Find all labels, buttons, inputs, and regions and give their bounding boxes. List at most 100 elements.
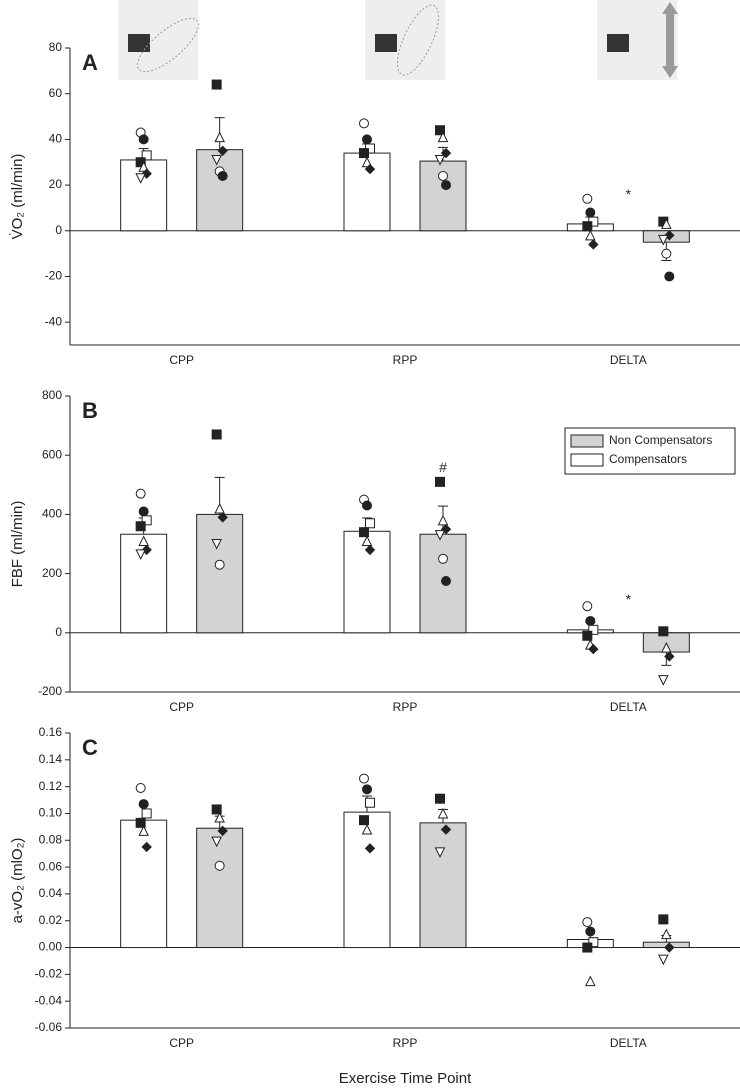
data-point xyxy=(138,134,149,145)
data-point xyxy=(141,150,152,161)
data-point xyxy=(435,125,445,136)
data-point xyxy=(434,847,446,858)
bar xyxy=(196,827,244,949)
y-tick-label: 40 xyxy=(49,132,63,146)
y-tick-label: 0.14 xyxy=(39,752,63,766)
data-point xyxy=(582,221,593,232)
data-point xyxy=(434,530,446,541)
data-point xyxy=(365,797,375,808)
x-tick-label: RPP xyxy=(393,1036,418,1050)
data-point xyxy=(214,502,225,514)
data-point xyxy=(664,271,675,282)
data-point xyxy=(359,815,369,826)
y-tick-label: -0.04 xyxy=(35,993,63,1007)
data-point xyxy=(211,79,222,90)
y-tick-label: -0.02 xyxy=(35,967,63,981)
y-tick-label: 0.08 xyxy=(39,832,63,846)
y-tick-label: -200 xyxy=(38,684,62,698)
data-point xyxy=(359,527,369,538)
arm-icons xyxy=(118,0,678,80)
data-point xyxy=(437,131,449,143)
data-point xyxy=(582,630,593,641)
x-tick-label: RPP xyxy=(393,353,418,367)
data-point xyxy=(661,218,672,229)
legend-swatch xyxy=(570,434,604,448)
data-point xyxy=(214,559,225,570)
y-tick-label: 0.04 xyxy=(39,886,63,900)
x-tick-label: DELTA xyxy=(610,1036,647,1050)
data-point xyxy=(141,808,152,819)
data-point xyxy=(135,157,146,168)
data-point xyxy=(658,954,669,966)
data-point xyxy=(658,626,669,637)
y-tick-label: 80 xyxy=(49,40,63,54)
y-tick-label: 400 xyxy=(42,507,62,521)
x-tick-label: CPP xyxy=(169,353,194,367)
x-tick-label: RPP xyxy=(393,700,418,714)
data-point xyxy=(359,148,369,159)
data-point xyxy=(582,193,593,204)
y-tick-label: 0.06 xyxy=(39,859,63,873)
y-tick-label: 0.10 xyxy=(39,806,63,820)
data-point xyxy=(359,118,369,129)
data-point xyxy=(141,515,152,526)
data-point xyxy=(658,675,669,686)
data-point xyxy=(211,836,222,848)
y-tick-label: 0.00 xyxy=(39,940,63,954)
data-point xyxy=(588,624,599,635)
y-axis-title: V̇O₂ (ml/min) xyxy=(9,154,26,240)
data-point xyxy=(661,641,672,653)
data-point xyxy=(585,229,596,241)
data-point xyxy=(585,615,596,626)
x-tick-label: CPP xyxy=(169,1036,194,1050)
data-point xyxy=(135,782,146,793)
data-point xyxy=(214,811,225,823)
x-tick-label: CPP xyxy=(169,700,194,714)
legend-swatch xyxy=(570,453,604,467)
y-tick-label: 800 xyxy=(42,388,62,402)
data-point xyxy=(217,170,228,181)
data-point xyxy=(438,553,448,564)
panel-label: A xyxy=(82,50,98,75)
data-point xyxy=(141,841,152,853)
data-point xyxy=(661,248,672,259)
data-point xyxy=(364,163,376,175)
x-tick-label: DELTA xyxy=(610,353,647,367)
data-point xyxy=(664,651,675,662)
y-tick-label: 0.02 xyxy=(39,913,63,927)
data-point xyxy=(361,823,373,835)
data-point xyxy=(585,975,596,987)
data-point xyxy=(588,239,599,250)
y-tick-label: -40 xyxy=(45,314,63,328)
data-point xyxy=(435,476,445,487)
data-point xyxy=(361,535,373,547)
data-point xyxy=(434,154,446,166)
y-tick-label: -0.06 xyxy=(35,1020,63,1034)
annotation: * xyxy=(626,186,632,202)
y-tick-label: 20 xyxy=(49,177,63,191)
data-point xyxy=(135,173,146,184)
data-point xyxy=(585,926,596,937)
bar xyxy=(343,811,391,949)
data-point xyxy=(362,500,372,511)
data-point xyxy=(438,170,448,181)
data-point xyxy=(585,207,596,218)
x-tick-label: DELTA xyxy=(610,700,647,714)
data-point xyxy=(365,518,375,529)
y-tick-label: 600 xyxy=(42,447,62,461)
bar xyxy=(419,822,467,949)
data-point xyxy=(582,601,593,612)
data-point xyxy=(211,429,222,440)
data-point xyxy=(440,824,452,835)
legend-label: Non Compensators xyxy=(609,433,712,447)
data-point xyxy=(364,843,376,854)
data-point xyxy=(138,535,149,547)
data-point xyxy=(135,521,146,532)
data-point xyxy=(361,156,373,168)
data-point xyxy=(658,914,669,925)
y-axis-title: FBF (ml/min) xyxy=(9,501,26,588)
data-point xyxy=(582,942,593,953)
data-point xyxy=(658,234,669,246)
data-point xyxy=(661,928,672,940)
panel-label: B xyxy=(82,398,98,423)
